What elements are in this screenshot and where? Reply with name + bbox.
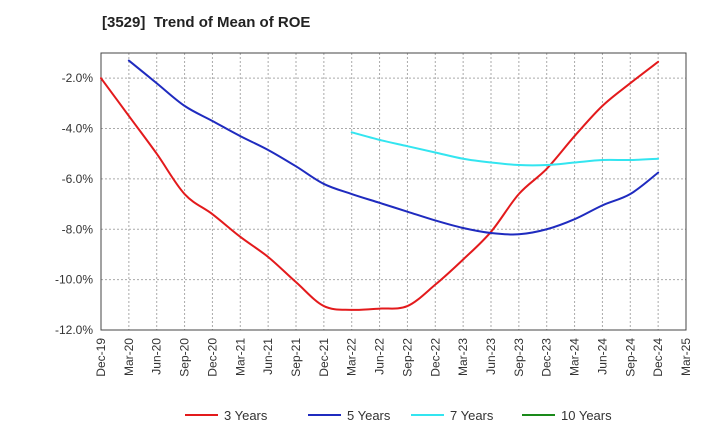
x-tick-label: Mar-23 xyxy=(456,338,470,376)
y-tick-label: -12.0% xyxy=(55,323,93,337)
y-tick-label: -10.0% xyxy=(55,273,93,287)
plot-frame xyxy=(100,52,687,331)
y-tick-label: -4.0% xyxy=(62,122,94,136)
y-tick-label: -8.0% xyxy=(62,222,94,236)
x-tick-label: Mar-22 xyxy=(345,338,359,376)
x-tick-label: Jun-21 xyxy=(261,338,275,375)
x-tick-label: Sep-20 xyxy=(178,338,192,377)
series-line-5-years xyxy=(127,59,660,236)
x-tick-label: Mar-21 xyxy=(233,338,247,376)
x-tick-label: Mar-24 xyxy=(568,338,582,376)
legend-label-10-years: 10 Years xyxy=(561,408,612,423)
legend-label-5-years: 5 Years xyxy=(347,408,391,423)
x-tick-label: Mar-25 xyxy=(679,338,693,376)
x-tick-label: Sep-23 xyxy=(512,338,526,377)
legend-label-3-years: 3 Years xyxy=(224,408,268,423)
series-line-3-years xyxy=(100,60,660,311)
y-tick-label: -2.0% xyxy=(62,71,94,85)
legend-label-7-years: 7 Years xyxy=(450,408,494,423)
x-tick-label: Dec-22 xyxy=(428,338,442,377)
x-tick-label: Sep-21 xyxy=(289,338,303,377)
x-tick-label: Jun-23 xyxy=(484,338,498,375)
chart-title: [3529] Trend of Mean of ROE xyxy=(102,14,311,31)
x-tick-label: Sep-22 xyxy=(400,338,414,377)
x-tick-label: Dec-21 xyxy=(317,338,331,377)
x-tick-label: Dec-19 xyxy=(94,338,108,377)
x-tick-label: Dec-20 xyxy=(205,338,219,377)
x-tick-label: Jun-20 xyxy=(150,338,164,375)
x-tick-label: Dec-24 xyxy=(651,338,665,377)
x-tick-label: Mar-20 xyxy=(122,338,136,376)
x-tick-label: Jun-24 xyxy=(595,338,609,375)
series-line-7-years xyxy=(350,131,660,167)
x-tick-label: Jun-22 xyxy=(373,338,387,375)
y-tick-label: -6.0% xyxy=(62,172,94,186)
x-tick-label: Sep-24 xyxy=(623,338,637,377)
x-tick-label: Dec-23 xyxy=(540,338,554,377)
